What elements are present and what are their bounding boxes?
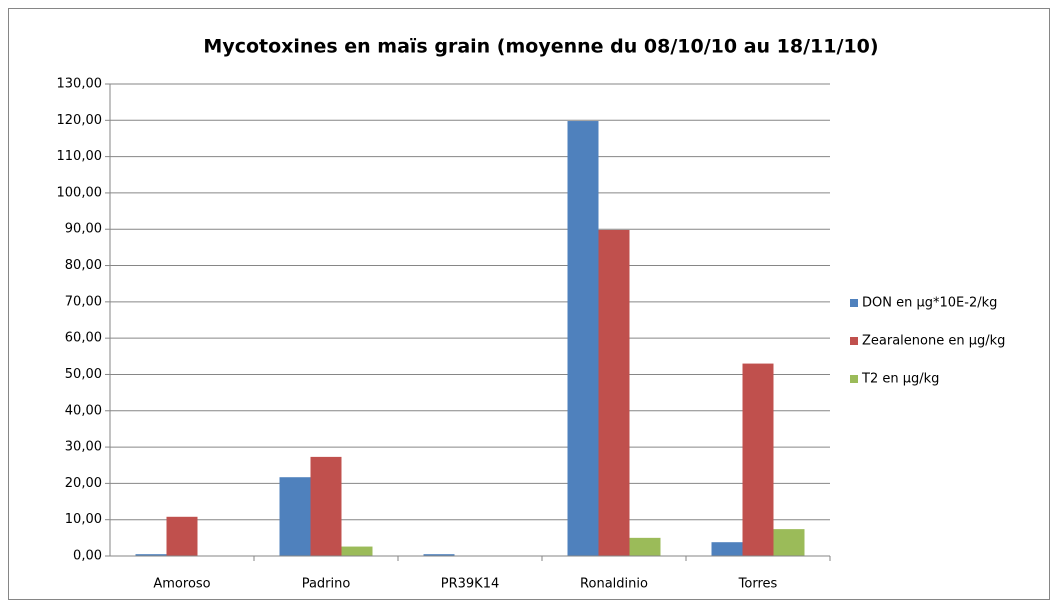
legend-label: DON en µg*10E-2/kg	[862, 296, 997, 311]
bar	[773, 529, 805, 556]
legend-label: T2 en µg/kg	[861, 372, 939, 387]
y-tick-label: 130,00	[57, 77, 103, 92]
y-tick-label: 60,00	[65, 331, 102, 346]
chart-border	[8, 8, 1050, 600]
y-tick-label: 80,00	[65, 258, 102, 273]
x-tick-label: Ronaldinio	[580, 577, 648, 592]
y-tick-label: 70,00	[65, 294, 102, 309]
y-tick-label: 50,00	[65, 367, 102, 382]
y-tick-label: 30,00	[65, 440, 102, 455]
legend-swatch	[850, 337, 858, 345]
x-tick-label: Amoroso	[153, 577, 210, 592]
x-tick-label: Padrino	[302, 577, 351, 592]
legend-label: Zearalenone en µg/kg	[862, 334, 1005, 349]
bar	[423, 554, 455, 556]
bar	[279, 477, 311, 556]
bar	[310, 456, 342, 556]
bar	[598, 229, 630, 557]
y-tick-label: 90,00	[65, 222, 102, 237]
bar	[742, 363, 774, 556]
y-tick-label: 110,00	[57, 149, 103, 164]
y-tick-label: 0,00	[73, 549, 102, 564]
legend-swatch	[850, 299, 858, 307]
y-tick-label: 20,00	[65, 476, 102, 491]
bar	[711, 542, 743, 556]
bar	[341, 546, 373, 556]
y-tick-label: 10,00	[65, 512, 102, 527]
y-tick-label: 40,00	[65, 403, 102, 418]
x-tick-label: Torres	[738, 577, 778, 592]
chart-title: Mycotoxines en maïs grain (moyenne du 08…	[203, 36, 878, 58]
x-tick-label: PR39K14	[441, 577, 499, 592]
bar	[166, 516, 198, 556]
legend-swatch	[850, 375, 858, 383]
bar	[629, 537, 661, 556]
bar	[567, 121, 599, 556]
y-tick-label: 120,00	[57, 113, 103, 128]
bar	[135, 554, 167, 556]
y-tick-label: 100,00	[57, 185, 103, 200]
